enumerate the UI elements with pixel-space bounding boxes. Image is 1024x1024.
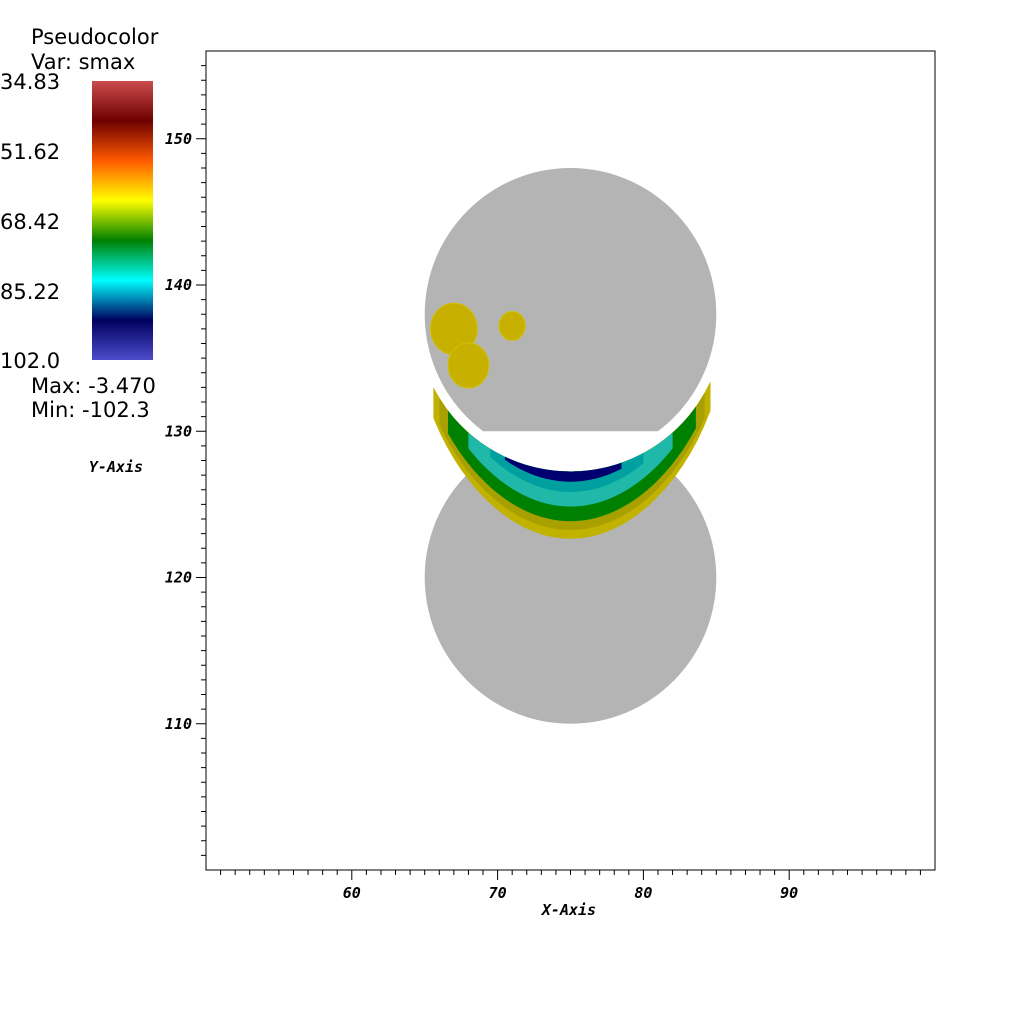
- colorbar-tick-label: 34.83: [0, 70, 61, 94]
- stress-band-5: [504, 456, 622, 482]
- colorbar-tick-label: 68.42: [0, 210, 61, 234]
- legend-min: Min: -102.3: [31, 398, 150, 422]
- colorbar-tick-label: 85.22: [0, 280, 61, 304]
- stress-band-3: [468, 432, 673, 507]
- x-tick-label: 80: [634, 884, 652, 902]
- legend-title: Pseudocolor: [31, 25, 159, 49]
- y-tick-label: 110: [165, 715, 192, 733]
- y-tick-label: 140: [165, 276, 192, 294]
- y-axis-title: Y-Axis: [89, 458, 143, 476]
- upper-hotspot-2: [498, 310, 526, 341]
- upper-mesh-disk: [424, 168, 717, 461]
- y-tick-label: 130: [165, 422, 192, 440]
- colorbar: [92, 81, 153, 360]
- y-tick-label: 150: [165, 130, 192, 148]
- upper-hotspot-1: [447, 342, 490, 389]
- x-axis-title: X-Axis: [540, 901, 596, 919]
- y-tick-label: 120: [165, 569, 192, 587]
- stress-band-4: [490, 448, 644, 492]
- colorbar-tick-label: 102.0: [0, 349, 61, 373]
- x-tick-label: 60: [343, 884, 361, 902]
- x-tick-label: 70: [489, 884, 507, 902]
- stress-band-2: [448, 406, 696, 522]
- legend-max: Max: -3.470: [31, 374, 156, 398]
- x-tick-label: 90: [780, 884, 798, 902]
- colorbar-tick-label: 51.62: [0, 140, 61, 164]
- gap-between-bodies: [466, 431, 675, 472]
- legend-variable: Var: smax: [31, 50, 136, 74]
